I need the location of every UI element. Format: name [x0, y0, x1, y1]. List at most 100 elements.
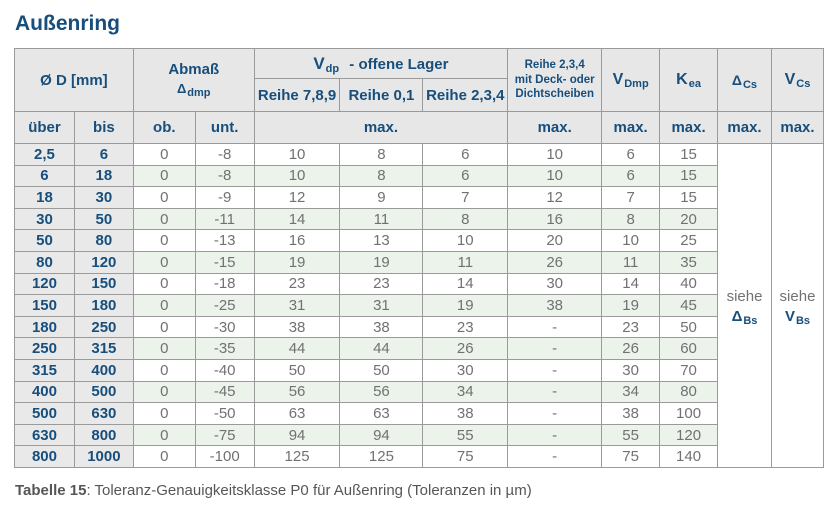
value-cell: 23	[422, 315, 509, 339]
col-header-bis: bis	[73, 111, 134, 144]
value-cell: -40	[194, 358, 255, 382]
value-cell: 20	[507, 229, 603, 252]
value-cell: 94	[253, 423, 341, 447]
range-cell: 50	[14, 229, 75, 252]
value-cell: 55	[601, 423, 661, 447]
value-cell: 0	[132, 380, 196, 404]
value-cell: 15	[659, 143, 719, 166]
value-cell: -50	[194, 402, 255, 425]
value-cell: 8	[422, 207, 509, 231]
value-cell: 0	[132, 250, 196, 274]
col-header-delta-cs: ΔCs	[717, 48, 772, 112]
value-cell: 8	[339, 164, 424, 188]
range-cell: 50	[73, 207, 134, 231]
value-cell: 50	[253, 358, 341, 382]
table-caption: Tabelle 15: Toleranz-Genauigkeitsklasse …	[15, 482, 824, 499]
range-cell: 800	[14, 445, 75, 468]
value-cell: 6	[422, 143, 509, 166]
caption-label: Tabelle 15	[15, 481, 87, 499]
page: Außenring Ø D [mm] Abmaß Δdmp Vdp -	[14, 12, 825, 499]
col-header-v-cs: VCs	[770, 48, 825, 112]
value-cell: -15	[194, 250, 255, 274]
value-cell: 34	[422, 380, 509, 404]
value-cell: 8	[339, 143, 424, 166]
table-row: 150 180 0 -25 31 31 19 38 19 45	[14, 294, 824, 317]
header-row-groups: Ø D [mm] Abmaß Δdmp Vdp - offene Lager R…	[14, 48, 825, 112]
value-cell: 38	[601, 402, 661, 425]
value-cell: 34	[601, 380, 661, 404]
value-cell: 0	[132, 402, 196, 425]
value-cell: 14	[422, 272, 509, 296]
range-cell: 80	[73, 229, 134, 252]
caption-text: : Toleranz-Genauigkeitsklasse P0 für Auß…	[86, 481, 532, 499]
max-label-delta-cs: max.	[717, 111, 772, 144]
value-cell: 23	[601, 315, 661, 339]
range-cell: 18	[14, 186, 75, 209]
table-row: 800 1000 0 -100 125 125 75-75 140	[14, 445, 824, 468]
value-cell: -	[507, 423, 603, 447]
value-cell: 12	[253, 186, 341, 209]
table-row: 500 630 0 -50 63 63 38-38 100	[14, 402, 824, 425]
range-cell: 630	[14, 423, 75, 447]
value-cell: -25	[194, 294, 255, 317]
value-cell: 30	[507, 272, 603, 296]
range-cell: 150	[14, 294, 75, 317]
table-row: 400 500 0 -45 56 56 34-34 80	[14, 380, 824, 404]
value-cell: -18	[194, 272, 255, 296]
value-cell: 0	[132, 358, 196, 382]
range-cell: 630	[73, 402, 134, 425]
value-cell: 0	[132, 164, 196, 188]
value-cell: -11	[194, 207, 255, 231]
value-cell: 125	[339, 445, 424, 468]
value-cell: 0	[132, 445, 196, 468]
value-cell: -30	[194, 315, 255, 339]
value-cell: 44	[253, 337, 341, 360]
table-row: 180 250 0 -30 38 38 23-23 50	[14, 315, 824, 339]
col-header-reihe-01: Reihe 0,1	[339, 78, 424, 112]
see-word: siehe	[726, 288, 763, 306]
value-cell: 30	[601, 358, 661, 382]
value-cell: 80	[659, 380, 719, 404]
value-cell: -	[507, 445, 603, 468]
value-cell: 11	[601, 250, 661, 274]
table-row: 315 400 0 -40 50 50 30-30 70	[14, 358, 824, 382]
value-cell: 6	[422, 164, 509, 188]
value-cell: 75	[601, 445, 661, 468]
value-cell: 0	[132, 272, 196, 296]
value-cell: 45	[659, 294, 719, 317]
page-title: Außenring	[15, 12, 120, 35]
value-cell: 31	[253, 294, 341, 317]
value-cell: 10	[507, 164, 603, 188]
value-cell: 60	[659, 337, 719, 360]
value-cell: 140	[659, 445, 719, 468]
value-cell: 35	[659, 250, 719, 274]
range-cell: 150	[73, 272, 134, 296]
value-cell: 56	[339, 380, 424, 404]
value-cell: 10	[253, 164, 341, 188]
value-cell: 38	[339, 315, 424, 339]
value-cell: 55	[422, 423, 509, 447]
value-cell: 10	[422, 229, 509, 252]
header-row-reihe: Reihe 7,8,9 Reihe 0,1 Reihe 2,3,4	[15, 78, 824, 112]
header-row-sub: über bis ob. unt. max. max. max. max. ma…	[14, 111, 825, 144]
col-header-ueber: über	[14, 111, 75, 144]
range-cell: 18	[73, 164, 134, 188]
value-cell: 19	[422, 294, 509, 317]
value-cell: 15	[659, 186, 719, 209]
value-cell: 23	[339, 272, 424, 296]
range-cell: 120	[73, 250, 134, 274]
max-label-deck: max.	[507, 111, 603, 144]
see-v-bs-cell: siehe VBs	[770, 143, 825, 468]
value-cell: 15	[659, 164, 719, 188]
col-header-kea: Kea	[659, 48, 719, 112]
value-cell: -100	[194, 445, 255, 468]
range-cell: 315	[14, 358, 75, 382]
max-label-kea: max.	[659, 111, 719, 144]
range-cell: 400	[14, 380, 75, 404]
value-cell: 0	[132, 186, 196, 209]
value-cell: -	[507, 402, 603, 425]
range-cell: 400	[73, 358, 134, 382]
see-delta-bs-cell: siehe ΔBs	[717, 143, 772, 468]
value-cell: -35	[194, 337, 255, 360]
col-header-abmass: Abmaß Δdmp	[132, 48, 255, 112]
